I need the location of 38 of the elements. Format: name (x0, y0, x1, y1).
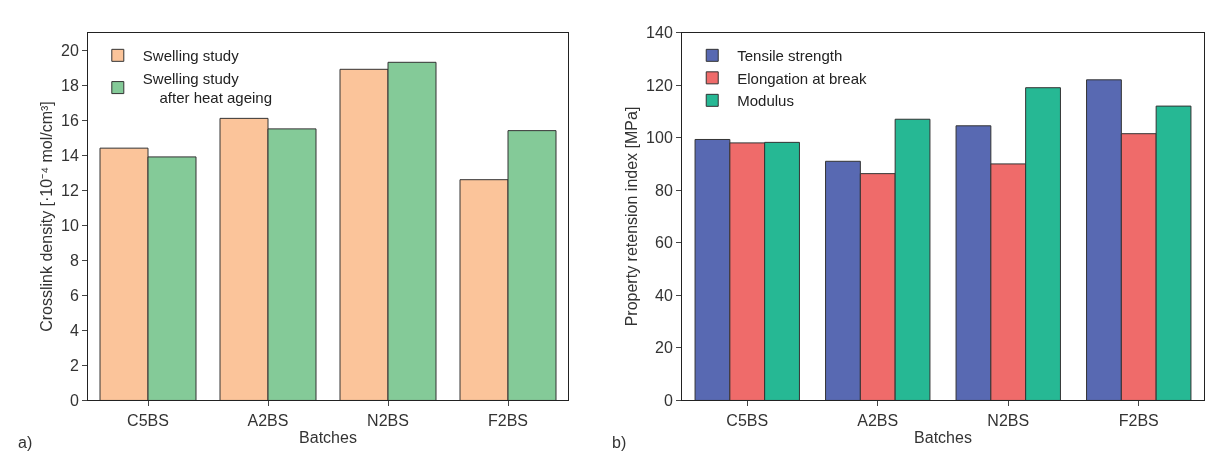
x-tick-label: C5BS (127, 411, 169, 429)
y-tick-label: 0 (69, 392, 79, 410)
x-tick-label: F2BS (487, 411, 529, 429)
y-tick-label: 20 (655, 339, 673, 357)
text: a) (18, 434, 33, 451)
x-tick-label: A2BS (857, 411, 899, 429)
x-axis-title: Batches (914, 429, 972, 447)
y-tick-label: 80 (655, 181, 673, 199)
y-tick-label: 60 (655, 234, 673, 252)
x-axis-title: Batches (299, 429, 357, 447)
legend-label: Tensile strength (737, 47, 843, 65)
y-tick-label: 0 (663, 392, 673, 410)
y-tick-label: 16 (61, 111, 79, 129)
y-tick-label: 8 (69, 251, 79, 269)
y-tick-label: 140 (646, 24, 673, 42)
y-tick-label: 14 (61, 146, 79, 164)
y-tick-label: 12 (61, 181, 79, 199)
text: b) (612, 434, 627, 451)
y-tick-label: 10 (61, 216, 79, 234)
y-tick-label: 100 (646, 129, 673, 147)
y-tick-label: 40 (655, 286, 673, 304)
y-axis-title: Property retension index [MPa] (623, 106, 640, 327)
x-tick-label: A2BS (247, 411, 289, 429)
y-tick-label: 18 (61, 76, 79, 94)
y-tick-label: 2 (69, 357, 79, 374)
y-tick-label: 20 (61, 41, 79, 59)
legend-label: Swelling study (142, 47, 240, 65)
legend-label: Modulus (737, 92, 794, 110)
x-tick-label: F2BS (1118, 411, 1159, 429)
y-axis-title: Crosslink density [·10⁻⁴ mol/cm³] (37, 101, 55, 332)
y-tick-label: 4 (69, 321, 79, 339)
y-tick-label: 6 (69, 286, 79, 304)
y-tick-label: 120 (646, 76, 673, 94)
x-tick-label: N2BS (987, 411, 1030, 429)
x-tick-label: C5BS (726, 411, 769, 429)
x-tick-label: N2BS (367, 411, 409, 429)
legend-label: Swelling study after heat ageing (142, 69, 273, 107)
legend-label: Elongation at break (737, 69, 867, 87)
